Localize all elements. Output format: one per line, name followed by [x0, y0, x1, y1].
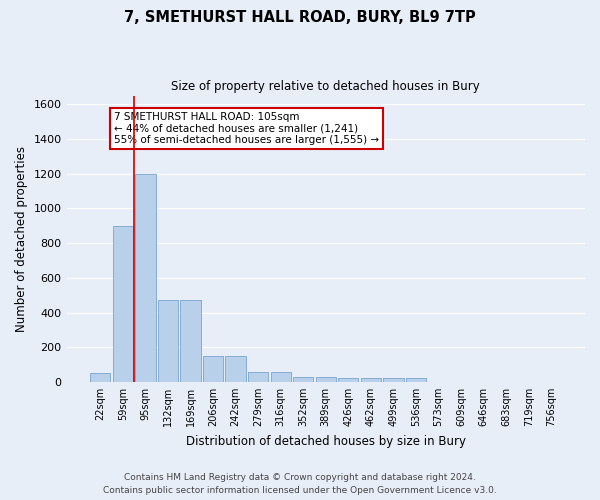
Bar — [181, 300, 200, 382]
Bar — [293, 376, 313, 382]
Bar — [158, 300, 178, 382]
Bar — [90, 374, 110, 382]
Bar — [113, 226, 133, 382]
Bar — [316, 376, 336, 382]
Bar — [338, 378, 358, 382]
Bar — [248, 372, 268, 382]
Text: 7, SMETHURST HALL ROAD, BURY, BL9 7TP: 7, SMETHURST HALL ROAD, BURY, BL9 7TP — [124, 10, 476, 25]
X-axis label: Distribution of detached houses by size in Bury: Distribution of detached houses by size … — [186, 434, 466, 448]
Bar — [406, 378, 426, 382]
Text: Contains HM Land Registry data © Crown copyright and database right 2024.
Contai: Contains HM Land Registry data © Crown c… — [103, 474, 497, 495]
Y-axis label: Number of detached properties: Number of detached properties — [15, 146, 28, 332]
Bar — [361, 378, 381, 382]
Bar — [203, 356, 223, 382]
Bar — [135, 174, 155, 382]
Bar — [383, 378, 404, 382]
Bar — [271, 372, 291, 382]
Text: 7 SMETHURST HALL ROAD: 105sqm
← 44% of detached houses are smaller (1,241)
55% o: 7 SMETHURST HALL ROAD: 105sqm ← 44% of d… — [114, 112, 379, 145]
Bar — [226, 356, 246, 382]
Title: Size of property relative to detached houses in Bury: Size of property relative to detached ho… — [172, 80, 480, 93]
